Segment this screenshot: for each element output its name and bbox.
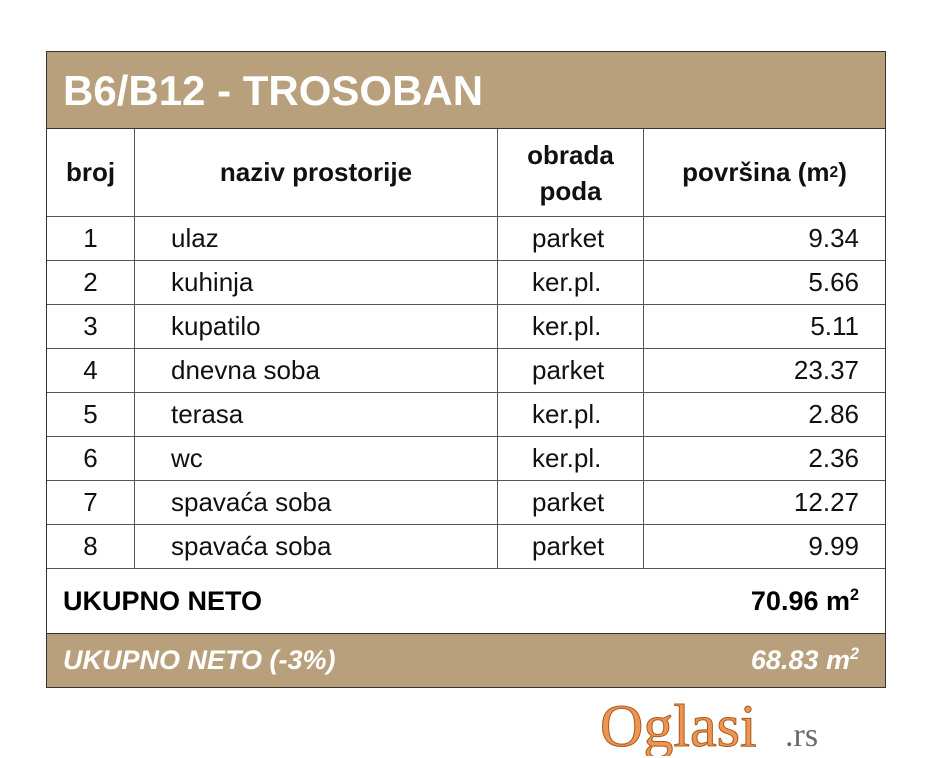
header-povrsina-text: površina (m	[682, 157, 830, 187]
cell-obrada: parket	[498, 217, 644, 260]
cell-broj: 2	[47, 261, 135, 304]
sup: 2	[849, 585, 859, 604]
header-povrsina: površina (m 2)	[644, 129, 885, 216]
header-broj: broj	[47, 129, 135, 216]
cell-broj: 6	[47, 437, 135, 480]
cell-povrsina: 5.11	[810, 311, 859, 341]
table-row: 6 wc ker.pl. 2.36	[47, 437, 885, 481]
cell-naziv: ulaz	[135, 217, 498, 260]
watermark-logo: Oglasi .rs	[600, 694, 818, 756]
cell-povrsina: 12.27	[793, 487, 859, 517]
total-value-number: 70.96 m	[750, 585, 850, 616]
total-row: UKUPNO NETO 70.96 m2	[47, 569, 885, 634]
paren: )	[838, 157, 847, 187]
cell-povrsina: 5.66	[808, 267, 859, 297]
header-obrada-text: obrada poda	[527, 139, 614, 206]
table-row: 1 ulaz parket 9.34	[47, 217, 885, 261]
table-row: 7 spavaća soba parket 12.27	[47, 481, 885, 525]
cell-broj: 3	[47, 305, 135, 348]
cell-broj: 5	[47, 393, 135, 436]
cell-povrsina: 2.36	[808, 443, 859, 473]
total-reduced-value: 68.83 m2	[751, 645, 859, 676]
cell-naziv: spavaća soba	[135, 525, 498, 568]
table-row: 2 kuhinja ker.pl. 5.66	[47, 261, 885, 305]
cell-naziv: terasa	[135, 393, 498, 436]
header-obrada: obrada poda	[498, 129, 644, 216]
cell-naziv: spavaća soba	[135, 481, 498, 524]
table-row: 3 kupatilo ker.pl. 5.11	[47, 305, 885, 349]
cell-naziv: kuhinja	[135, 261, 498, 304]
cell-obrada: ker.pl.	[498, 261, 644, 304]
sup: 2	[849, 645, 859, 663]
total-reduced-label: UKUPNO NETO (-3%)	[63, 645, 336, 675]
cell-naziv: kupatilo	[135, 305, 498, 348]
total-reduced-value-number: 68.83 m	[750, 645, 850, 675]
cell-naziv: wc	[135, 437, 498, 480]
cell-obrada: parket	[498, 481, 644, 524]
room-table: B6/B12 - TROSOBAN broj naziv prostorije …	[46, 51, 886, 688]
table-row: 8 spavaća soba parket 9.99	[47, 525, 885, 569]
cell-broj: 1	[47, 217, 135, 260]
table-title: B6/B12 - TROSOBAN	[47, 52, 885, 129]
table-row: 5 terasa ker.pl. 2.86	[47, 393, 885, 437]
cell-obrada: ker.pl.	[498, 437, 644, 480]
sup: 2	[829, 163, 839, 181]
cell-obrada: ker.pl.	[498, 305, 644, 348]
total-label: UKUPNO NETO	[63, 585, 263, 616]
table-row: 4 dnevna soba parket 23.37	[47, 349, 885, 393]
total-reduced-row: UKUPNO NETO (-3%) 68.83 m2	[47, 634, 885, 687]
total-value: 70.96 m2	[751, 586, 859, 617]
table-body: 1 ulaz parket 9.34 2 kuhinja ker.pl. 5.66 3 kupat…	[47, 217, 885, 569]
cell-obrada: ker.pl.	[498, 393, 644, 436]
cell-obrada: parket	[498, 349, 644, 392]
cell-obrada: parket	[498, 525, 644, 568]
watermark-text: Oglasi	[600, 694, 757, 756]
cell-broj: 4	[47, 349, 135, 392]
cell-povrsina: 9.34	[808, 223, 859, 253]
cell-naziv: dnevna soba	[135, 349, 498, 392]
cell-povrsina: 2.86	[808, 399, 859, 429]
watermark-suffix: .rs	[785, 717, 818, 754]
header-naziv: naziv prostorije	[135, 129, 498, 216]
cell-povrsina: 9.99	[808, 531, 859, 561]
cell-broj: 7	[47, 481, 135, 524]
header-row: broj naziv prostorije obrada poda površi…	[47, 129, 885, 217]
cell-broj: 8	[47, 525, 135, 568]
cell-povrsina: 23.37	[793, 355, 859, 385]
